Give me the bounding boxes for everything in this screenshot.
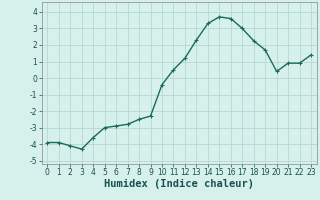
X-axis label: Humidex (Indice chaleur): Humidex (Indice chaleur): [104, 179, 254, 189]
